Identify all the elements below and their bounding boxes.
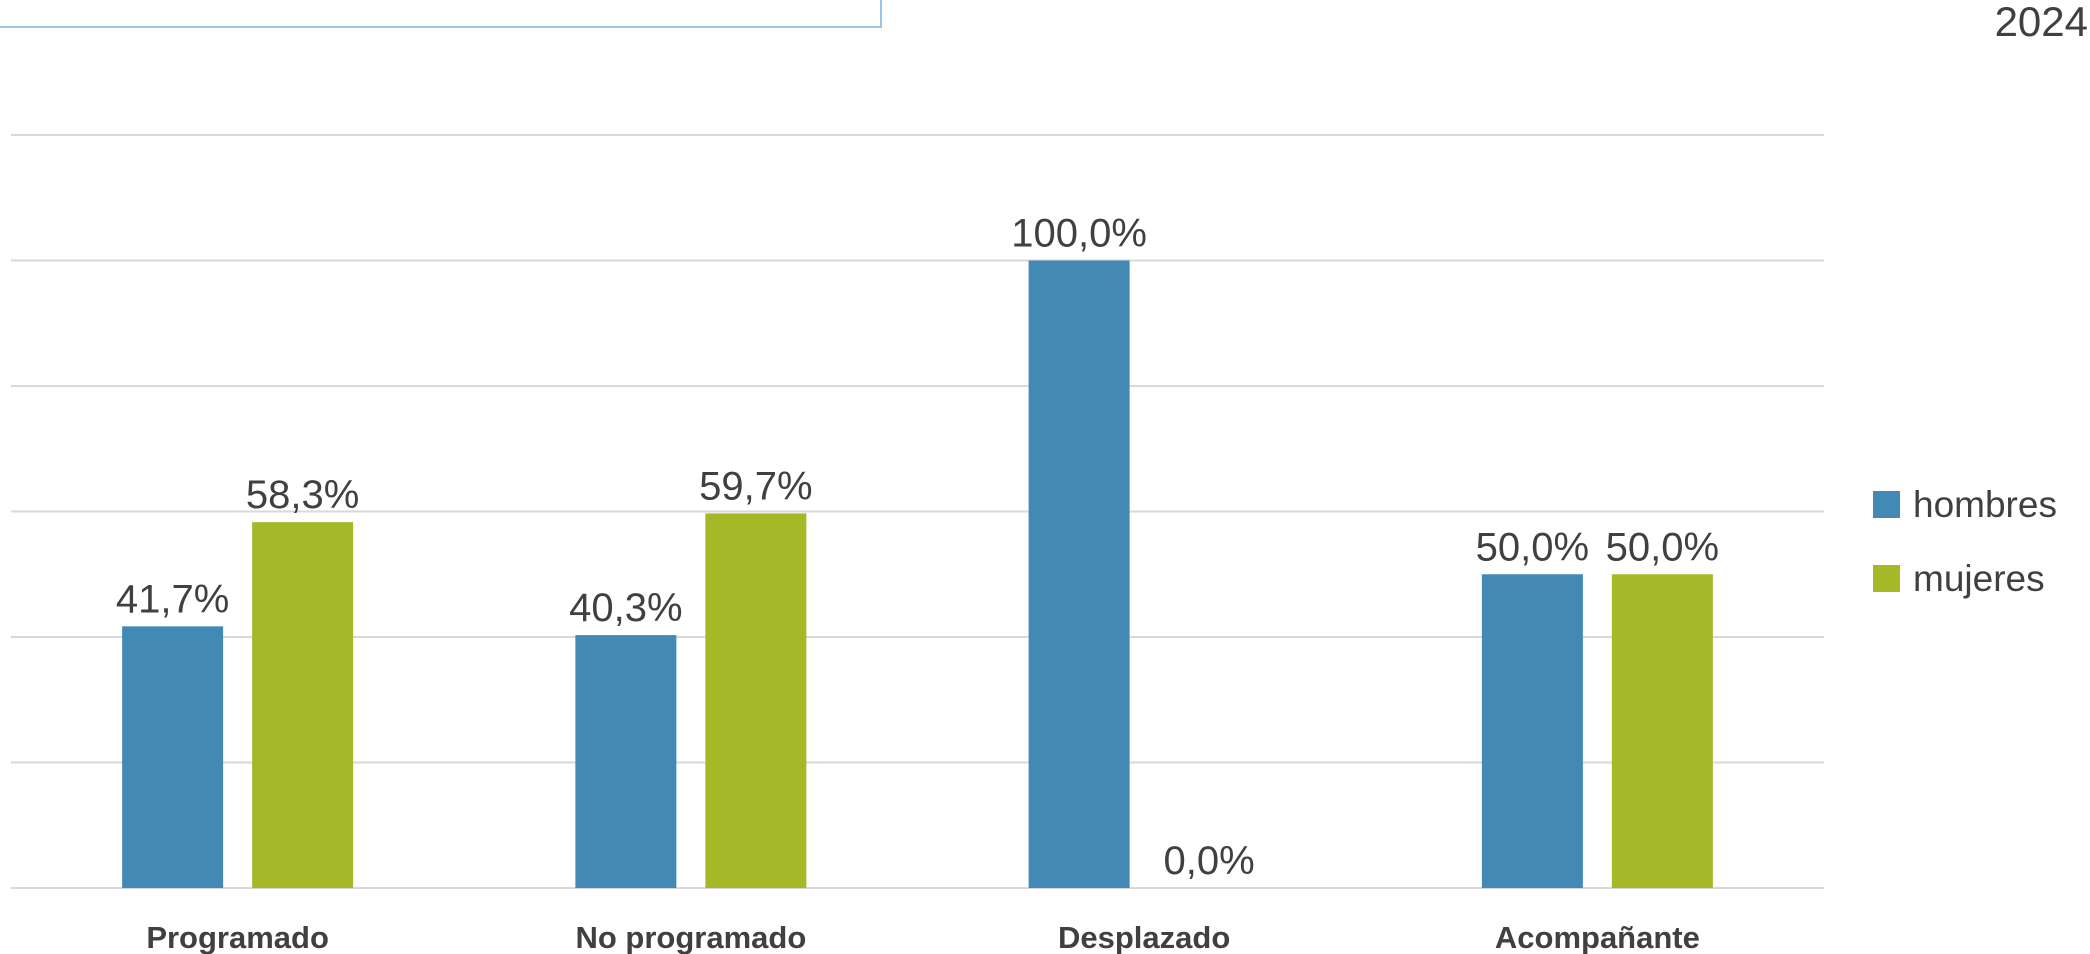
data-label: 58,3%	[246, 473, 359, 517]
x-tick-label: No programado	[575, 920, 806, 954]
x-tick-label: Desplazado	[1058, 920, 1230, 954]
legend-label: mujeres	[1913, 558, 2045, 599]
data-label: 0,0%	[1164, 839, 1255, 883]
bar	[1481, 574, 1583, 888]
bar	[1028, 260, 1130, 888]
legend-label: hombres	[1913, 484, 2057, 525]
legend-swatch	[1873, 491, 1900, 518]
x-tick-label: Acompañante	[1495, 920, 1700, 954]
bar	[252, 522, 354, 888]
chart-title: 2024	[1995, 0, 2088, 45]
data-label: 41,7%	[116, 577, 229, 621]
bar	[705, 513, 807, 888]
data-label: 100,0%	[1011, 212, 1147, 256]
bar	[575, 635, 677, 888]
frame-edge	[0, 0, 882, 28]
data-label: 59,7%	[699, 464, 812, 508]
data-label: 50,0%	[1476, 525, 1589, 569]
x-tick-label: Programado	[146, 920, 329, 954]
data-label: 50,0%	[1606, 525, 1719, 569]
bar	[1611, 574, 1713, 888]
legend-swatch	[1873, 565, 1900, 592]
bar	[122, 626, 224, 888]
data-label: 40,3%	[569, 586, 682, 630]
